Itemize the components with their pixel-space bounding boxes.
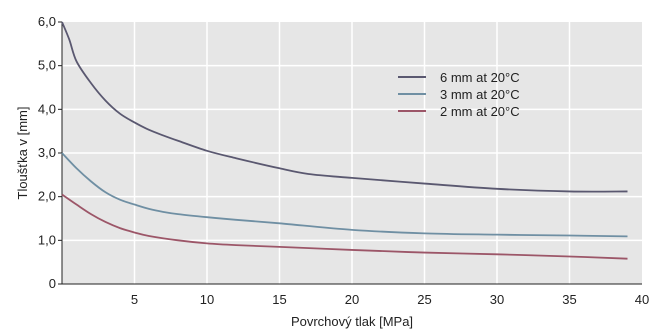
y-axis-label: Tloušťka v [mm] (15, 107, 30, 200)
series-line-2 (61, 152, 628, 238)
legend-label-2: 3 mm at 20°C (440, 87, 520, 102)
series-line-1 (61, 21, 628, 193)
x-tick-labels: 5 10 15 20 25 30 35 40 (131, 292, 649, 307)
series-layer (61, 21, 628, 260)
grid (62, 22, 642, 284)
y-tick-label: 6,0 (38, 14, 56, 29)
x-tick-label: 5 (131, 292, 138, 307)
y-tick-label: 1,0 (38, 232, 56, 247)
y-tick-label: 5,0 (38, 58, 56, 73)
y-tick-label: 3,0 (38, 145, 56, 160)
y-tick-label: 0 (49, 276, 56, 291)
x-tick-label: 15 (272, 292, 286, 307)
x-tick-label: 30 (490, 292, 504, 307)
legend-label-1: 6 mm at 20°C (440, 70, 520, 85)
legend-label-3: 2 mm at 20°C (440, 104, 520, 119)
x-tick-label: 20 (345, 292, 359, 307)
x-tick-label: 25 (417, 292, 431, 307)
y-tick-label: 4,0 (38, 101, 56, 116)
series-line-3 (61, 193, 628, 260)
y-tick-labels: 0 1,0 2,0 3,0 4,0 5,0 6,0 (38, 14, 56, 291)
x-tick-label: 40 (635, 292, 649, 307)
legend: 6 mm at 20°C 3 mm at 20°C 2 mm at 20°C (398, 70, 520, 119)
x-tick-label: 35 (562, 292, 576, 307)
x-tick-label: 10 (200, 292, 214, 307)
y-tick-label: 2,0 (38, 189, 56, 204)
x-axis-label: Povrchový tlak [MPa] (291, 314, 413, 329)
